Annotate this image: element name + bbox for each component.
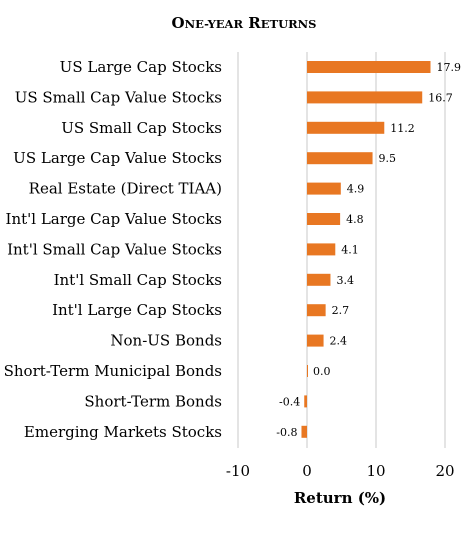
- value-label-3: 9.5: [379, 152, 397, 165]
- category-label-9: Non-US Bonds: [110, 332, 222, 350]
- x-tick-label-0: -10: [226, 462, 250, 480]
- category-label-10: Short-Term Municipal Bonds: [4, 362, 222, 380]
- bar-7: [307, 273, 331, 286]
- category-label-6: Int'l Small Cap Value Stocks: [7, 240, 222, 258]
- value-label-6: 4.1: [341, 243, 359, 256]
- bar-6: [307, 243, 336, 256]
- category-label-1: US Small Cap Value Stocks: [15, 88, 222, 106]
- bar-9: [307, 334, 324, 347]
- bar-12: [301, 425, 307, 438]
- value-label-9: 2.4: [330, 335, 348, 348]
- bar-3: [307, 152, 373, 165]
- bar-2: [307, 121, 385, 134]
- category-label-8: Int'l Large Cap Stocks: [52, 301, 222, 319]
- category-label-2: US Small Cap Stocks: [61, 119, 222, 137]
- value-label-4: 4.9: [347, 183, 365, 196]
- value-label-12: -0.8: [276, 426, 297, 439]
- x-tick-label-3: 20: [435, 462, 454, 480]
- x-tick-labels: -10 0 10 20: [226, 462, 455, 480]
- category-label-5: Int'l Large Cap Value Stocks: [6, 210, 222, 228]
- value-label-1: 16.7: [428, 91, 453, 104]
- gridlines: [237, 52, 446, 448]
- bar-10: [307, 365, 308, 377]
- value-label-7: 3.4: [336, 274, 354, 287]
- chart-title: ONE-YEAR RETURNS: [172, 14, 317, 32]
- x-axis-title: Return (%): [294, 489, 386, 507]
- category-label-7: Int'l Small Cap Stocks: [54, 271, 222, 289]
- bar-1: [307, 91, 423, 104]
- category-label-12: Emerging Markets Stocks: [24, 423, 222, 441]
- category-label-11: Short-Term Bonds: [84, 392, 222, 410]
- bars: [301, 61, 431, 438]
- x-tick-label-2: 10: [366, 462, 385, 480]
- value-label-10: 0.0: [313, 365, 331, 378]
- value-label-2: 11.2: [390, 122, 415, 135]
- bar-4: [307, 182, 341, 195]
- category-label-4: Real Estate (Direct TIAA): [29, 180, 222, 198]
- x-tick-label-1: 0: [302, 462, 312, 480]
- value-label-5: 4.8: [346, 213, 364, 226]
- value-label-0: 17.9: [437, 61, 462, 74]
- value-label-11: -0.4: [279, 395, 300, 408]
- category-label-3: US Large Cap Value Stocks: [13, 149, 222, 167]
- bar-11: [304, 395, 307, 408]
- category-labels: US Large Cap Stocks US Small Cap Value St…: [4, 58, 222, 441]
- bar-5: [307, 213, 341, 225]
- bar-8: [307, 304, 326, 317]
- bar-0: [307, 61, 431, 73]
- value-labels: 17.9 16.7 11.2 9.5 4.9 4.8 4.1 3.4 2.7 2.4 0.0 -0.4…: [276, 61, 461, 439]
- category-label-0: US Large Cap Stocks: [60, 58, 222, 76]
- value-label-8: 2.7: [332, 304, 350, 317]
